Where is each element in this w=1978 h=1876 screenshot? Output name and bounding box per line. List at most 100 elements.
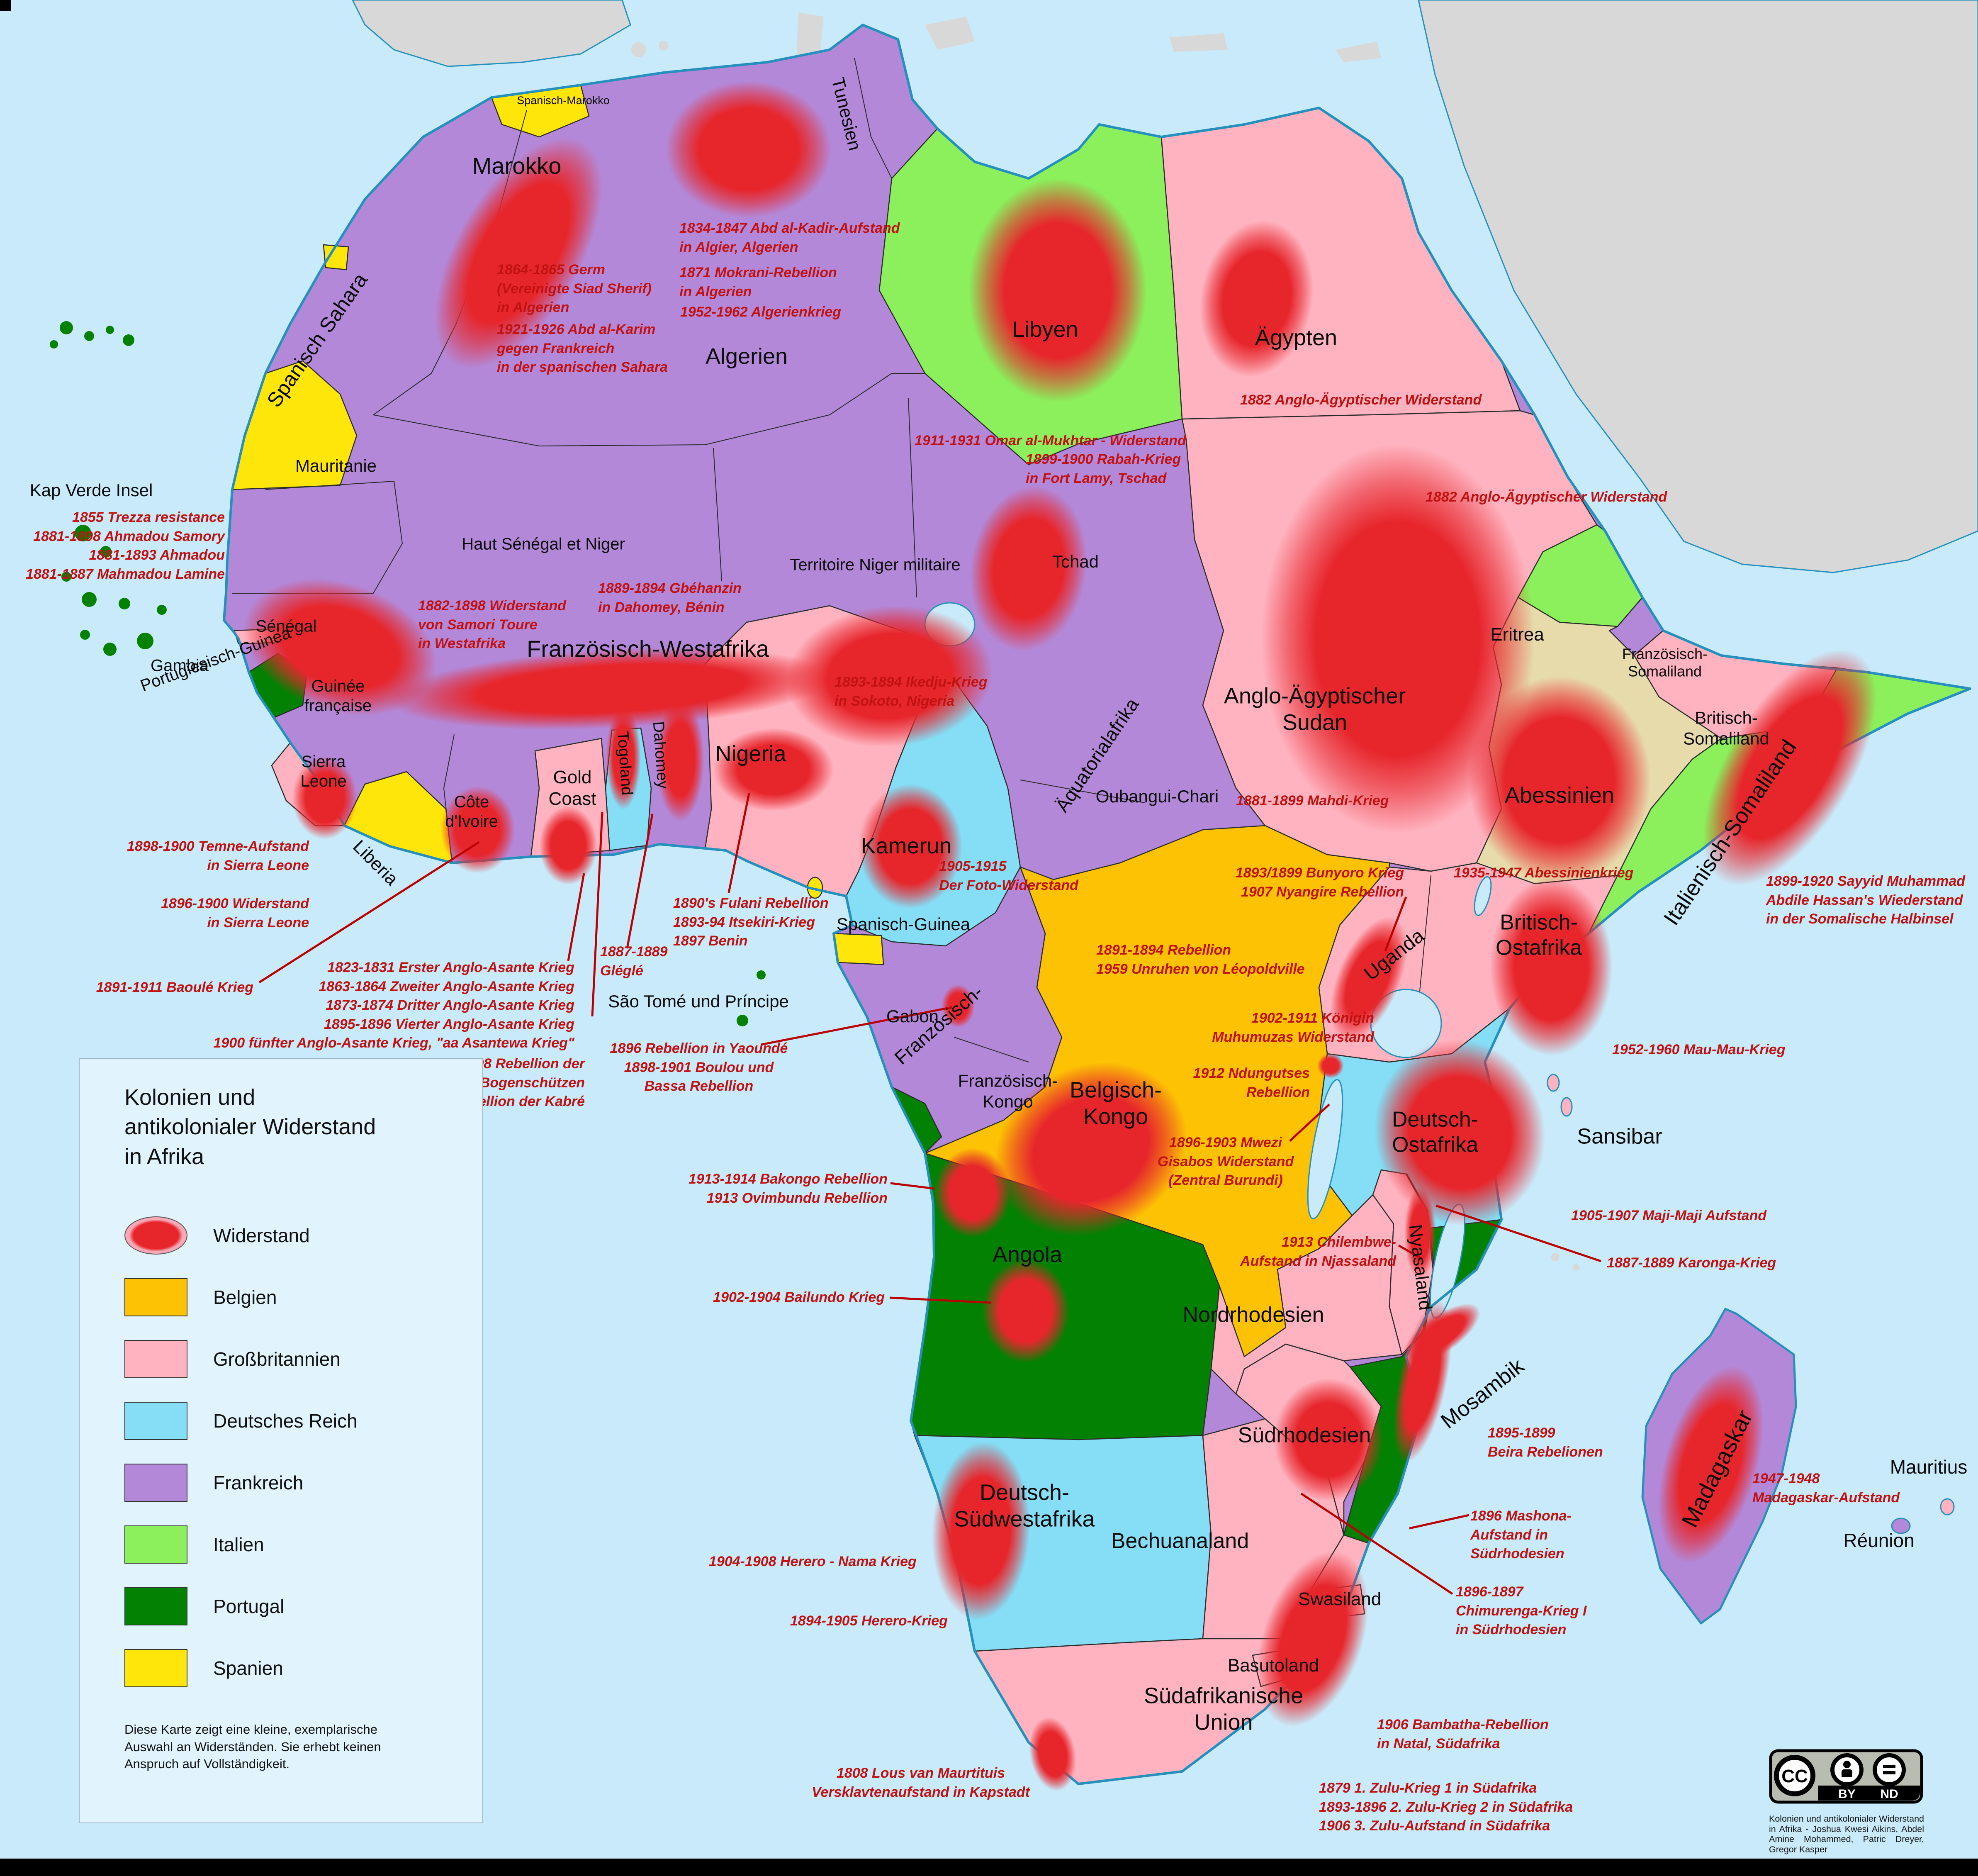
annotation-1887-1889-gléglé: 1887-1889 Gléglé [600, 944, 668, 979]
resistance-areas [243, 81, 1877, 1791]
legend-label-großbritannien: Großbritannien [213, 1348, 341, 1370]
annotation-leader-line [889, 1296, 992, 1304]
legend-title: Kolonien und antikolonialer Widerstand i… [124, 1085, 376, 1169]
annotation-1887-1889-karonga-krieg: 1887-1889 Karonga-Krieg [1607, 1255, 1776, 1271]
leader-lines [258, 793, 1601, 1595]
legend-swatch-grossbritannien [124, 1340, 187, 1379]
map-label-libyen: Libyen [1012, 317, 1078, 342]
annotation-1896-1903-mwezi-gisabos-widerstand-zentral: 1896-1903 Mwezi Gisabos Widerstand (Zent… [1157, 1135, 1294, 1189]
islands [50, 321, 1955, 1561]
annotation-leader-line [258, 841, 480, 984]
annotation-1881-1899-mahdi-krieg: 1881-1899 Mahdi-Krieg [1236, 793, 1389, 809]
annotation-1894-1905-herero-krieg: 1894-1905 Herero-Krieg [790, 1613, 948, 1629]
annotation-1879-1-zulu-krieg-1-in-südafrika-1893-1896: 1879 1. Zulu-Krieg 1 in Südafrika 1893-1… [1319, 1780, 1573, 1834]
map-label-guinée-fran-aise: Guinée française [304, 677, 372, 715]
pemba-island [1547, 1074, 1560, 1092]
map-label-spanisch-guinea: Spanisch-Guinea [836, 914, 971, 934]
map-label-oubangui-chari: Oubangui-Chari [1095, 787, 1219, 806]
corner-black-square [0, 0, 11, 11]
legend-swatch-deutsches_reich [124, 1402, 187, 1440]
legend-swatch-frankreich [124, 1464, 187, 1502]
annotation-leader-line [890, 1182, 935, 1190]
map-label-haut-sénégal-et-niger: Haut Sénégal et Niger [462, 535, 625, 553]
map-label-nigeria: Nigeria [715, 741, 786, 767]
annotation-1906-bambatha-rebellion-in-natal-südafrika: 1906 Bambatha-Rebellion in Natal, Südafr… [1377, 1717, 1549, 1752]
legend: Kolonien und antikolonialer Widerstand i… [79, 1058, 483, 1823]
annotation-1898-1900-temne-aufstand-in-sierra-leone: 1898-1900 Temne-Aufstand in Sierra Leone [127, 838, 309, 873]
map-label-territoire-niger-militaire: Territoire Niger militaire [790, 555, 961, 574]
annotation-leader-line [1409, 1514, 1470, 1530]
annotation-1823-1831-erster-anglo-asante-krieg-1863-1: 1823-1831 Erster Anglo-Asante Krieg 1863… [213, 960, 575, 1051]
legend-item-frankreich: Frankreich [124, 1452, 466, 1514]
annotation-1893-1899-bunyoro-krieg-1907-nyangire-rebe: 1893/1899 Bunyoro Krieg 1907 Nyangire Re… [1235, 865, 1404, 900]
canary-islands [50, 321, 134, 348]
legend-swatch-belgien [124, 1278, 187, 1317]
sansibar-island [1560, 1097, 1573, 1117]
legend-label-widerstand: Widerstand [213, 1225, 310, 1247]
map-label-abessinien: Abessinien [1504, 783, 1615, 808]
annotation-1891-1911-baoulé-krieg: 1891-1911 Baoulé Krieg [96, 979, 253, 995]
annotation-1891-1894-rebellion-1959-unruhen-von-léopo: 1891-1894 Rebellion 1959 Unruhen von Léo… [1096, 942, 1305, 977]
no-derivatives-icon [1873, 1753, 1906, 1786]
map-label-anglo-ägyptischer-sudan: Anglo-Ägyptischer Sudan [1224, 683, 1406, 735]
annotation-1895-1899-beira-rebelionen: 1895-1899 Beira Rebelionen [1488, 1425, 1603, 1460]
annotation-1871-mokrani-rebellion-in-algerien: 1871 Mokrani-Rebellion in Algerien [679, 265, 837, 300]
annotation-1893-1894-ikedju-krieg-in-sokoto-nigeria: 1893-1894 Ikedju-Krieg in Sokoto, Nigeri… [835, 674, 988, 709]
legend-swatch-spanien [124, 1649, 187, 1688]
map-label-britisch-ostafrika: Britisch- Ostafrika [1495, 910, 1582, 960]
annotation-1913-1914-bakongo-rebellion-1913-ovimbundu: 1913-1914 Bakongo Rebellion 1913 Ovimbun… [689, 1171, 888, 1206]
map-label-s-o-tomé-und-príncipe: São Tomé und Príncipe [608, 992, 789, 1011]
annotation-1952-1960-mau-mau-krieg: 1952-1960 Mau-Mau-Krieg [1612, 1042, 1786, 1057]
annotation-1912-ndungutses-rebellion: 1912 Ndungutses Rebellion [1193, 1065, 1310, 1100]
map-label-deutsch-ostafrika: Deutsch- Ostafrika [1392, 1107, 1479, 1157]
map-label-südafrikanische-union: Südafrikanische Union [1143, 1683, 1304, 1735]
legend-item-spanien: Spanien [124, 1637, 466, 1699]
map-label-algerien: Algerien [705, 344, 788, 369]
annotation-1882-anglo-ägyptischer-widerstand: 1882 Anglo-Ägyptischer Widerstand [1240, 392, 1482, 408]
cc-icon-label: CC [1781, 1766, 1808, 1786]
legend-disclaimer: Diese Karte zeigt eine kleine, exemplari… [124, 1722, 381, 1771]
map-label-bechuanaland: Bechuanaland [1111, 1529, 1249, 1553]
legend-item-großbritannien: Großbritannien [124, 1328, 466, 1390]
legend-item-portugal: Portugal [124, 1576, 466, 1637]
map-label-mauritanie: Mauritanie [295, 456, 377, 476]
region-spanisch-guinea [833, 933, 884, 965]
annotation-leader-line [1398, 1244, 1423, 1260]
map-label-marokko: Marokko [472, 152, 562, 179]
map-label-gold-coast: Gold Coast [548, 767, 596, 809]
cc-icon [1774, 1755, 1815, 1796]
kap-verde-islands [61, 525, 167, 656]
annotation-1905-1915-der-foto-widerstand: 1905-1915 Der Foto-Widerstand [939, 858, 1078, 893]
map-label-swasiland: Swasiland [1298, 1589, 1382, 1610]
map-label-nordrhodesien: Nordrhodesien [1182, 1303, 1324, 1327]
legend-label-portugal: Portugal [213, 1596, 285, 1618]
annotation-1890-s-fulani-rebellion-1893-94-itsekiri-k: 1890's Fulani Rebellion 1893-94 Itsekiri… [673, 895, 829, 949]
lake-turkana [1474, 876, 1492, 916]
annotation-leader-line [727, 793, 750, 893]
annotation-1889-1894-gbéhanzin-in-dahomey-bénin: 1889-1894 Gbéhanzin in Dahomey, Bénin [598, 580, 742, 615]
map-label-britisch-somaliland: Britisch- Somaliland [1683, 708, 1769, 748]
annotation-leader-line [626, 814, 654, 949]
legend-swatch-italien [124, 1525, 187, 1564]
annotation-1896-1897-chimurenga-krieg-i-in-südrhodesi: 1896-1897 Chimurenga-Krieg I in Südrhode… [1456, 1584, 1587, 1638]
annotation-1905-1907-maji-maji-aufstand: 1905-1907 Maji-Maji Aufstand [1571, 1208, 1767, 1223]
attribution-text: Kolonien und antikolonialer Widerstand i… [1769, 1814, 1924, 1855]
map-label-tchad: Tchad [1052, 552, 1099, 572]
map-label-sansibar: Sansibar [1577, 1124, 1662, 1149]
map-label-südrhodesien: Südrhodesien [1238, 1423, 1371, 1447]
map-label-réunion: Réunion [1843, 1529, 1915, 1551]
annotation-1904-1908-herero-nama-krieg: 1904-1908 Herero - Nama Krieg [709, 1554, 917, 1569]
mauritius-island [1940, 1498, 1955, 1515]
map-label-gambia: Gambia [150, 656, 209, 675]
annotation-1882-1898-widerstand-von-samori-toure-in-w: 1882-1898 Widerstand von Samori Toure in… [418, 598, 566, 652]
annotation-1913-chilembwe-aufstand-in-njassaland: 1913 Chilembwe- Aufstand in Njassaland [1240, 1234, 1396, 1269]
map-label-belgisch-kongo: Belgisch- Kongo [1069, 1077, 1162, 1129]
annotation-leader-line [1384, 897, 1407, 951]
map-label-deutsch-südwestafrika: Deutsch- Südwestafrika [954, 1480, 1095, 1531]
lake-tanganyika [1307, 1079, 1343, 1219]
map-label-sierra-leone: Sierra Leone [300, 752, 347, 790]
legend-items: Widerstand Belgien Großbritannien Deutsches… [124, 1205, 466, 1699]
map-label-angola: Angola [992, 1242, 1063, 1267]
